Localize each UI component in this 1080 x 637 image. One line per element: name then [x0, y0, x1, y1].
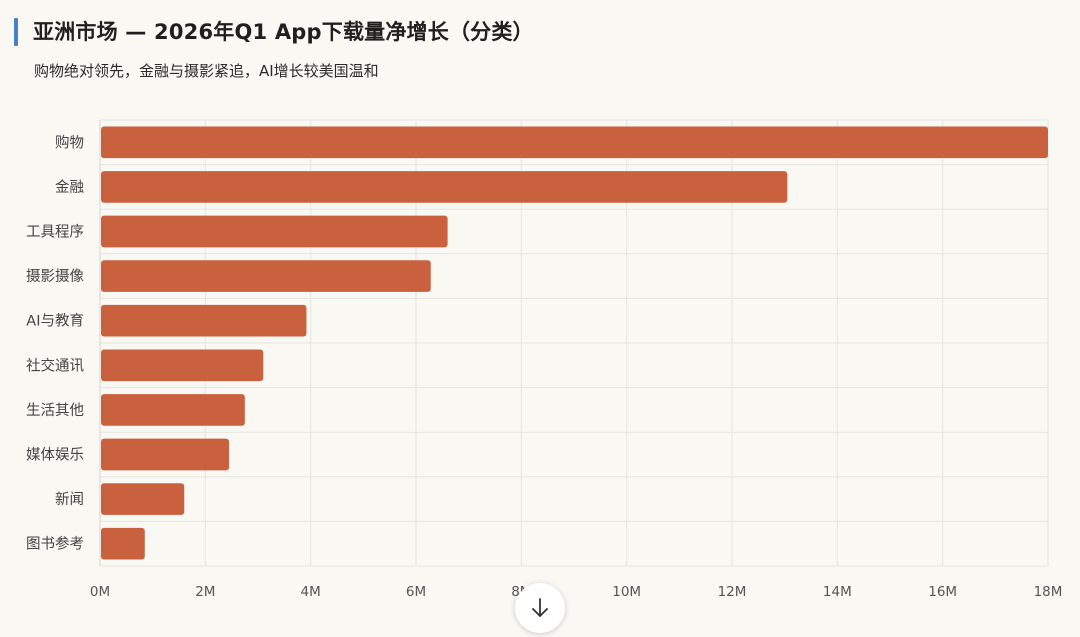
- bar: [101, 260, 431, 292]
- bar: [101, 483, 185, 515]
- bar: [101, 394, 245, 426]
- category-label: 图书参考: [26, 536, 84, 553]
- bar: [101, 126, 1048, 159]
- category-label: 社交通讯: [26, 356, 84, 374]
- category-label: 金融: [55, 179, 84, 196]
- x-tick-label: 0M: [90, 584, 110, 600]
- bar: [101, 304, 307, 337]
- category-label: AI与教育: [26, 313, 84, 330]
- arrow-down-icon: [532, 598, 548, 617]
- category-label: 媒体娱乐: [26, 447, 84, 464]
- bar: [101, 527, 145, 560]
- title-accent-bar: [14, 18, 18, 46]
- x-tick-label: 18M: [1034, 584, 1063, 600]
- category-label: 生活其他: [26, 402, 84, 419]
- x-tick-label: 14M: [823, 584, 852, 600]
- category-label: 工具程序: [26, 224, 84, 241]
- bar: [101, 171, 788, 203]
- category-label: 摄影摄像: [26, 268, 84, 285]
- bar: [101, 438, 230, 471]
- category-label: 新闻: [55, 491, 84, 508]
- x-tick-label: 12M: [718, 584, 747, 600]
- bar: [101, 349, 264, 382]
- scroll-down-button[interactable]: [515, 583, 565, 633]
- chart-subtitle: 购物绝对领先，金融与摄影紧追，AI增长较美国温和: [34, 62, 379, 80]
- bar: [101, 215, 448, 248]
- x-tick-label: 2M: [195, 584, 215, 600]
- category-label: 购物: [55, 134, 84, 151]
- x-tick-label: 4M: [301, 584, 321, 600]
- x-tick-label: 6M: [406, 584, 426, 600]
- x-tick-label: 10M: [612, 584, 641, 600]
- x-tick-label: 16M: [928, 584, 957, 600]
- chart-title: 亚洲市场 — 2026年Q1 App下载量净增长（分类）: [33, 20, 534, 44]
